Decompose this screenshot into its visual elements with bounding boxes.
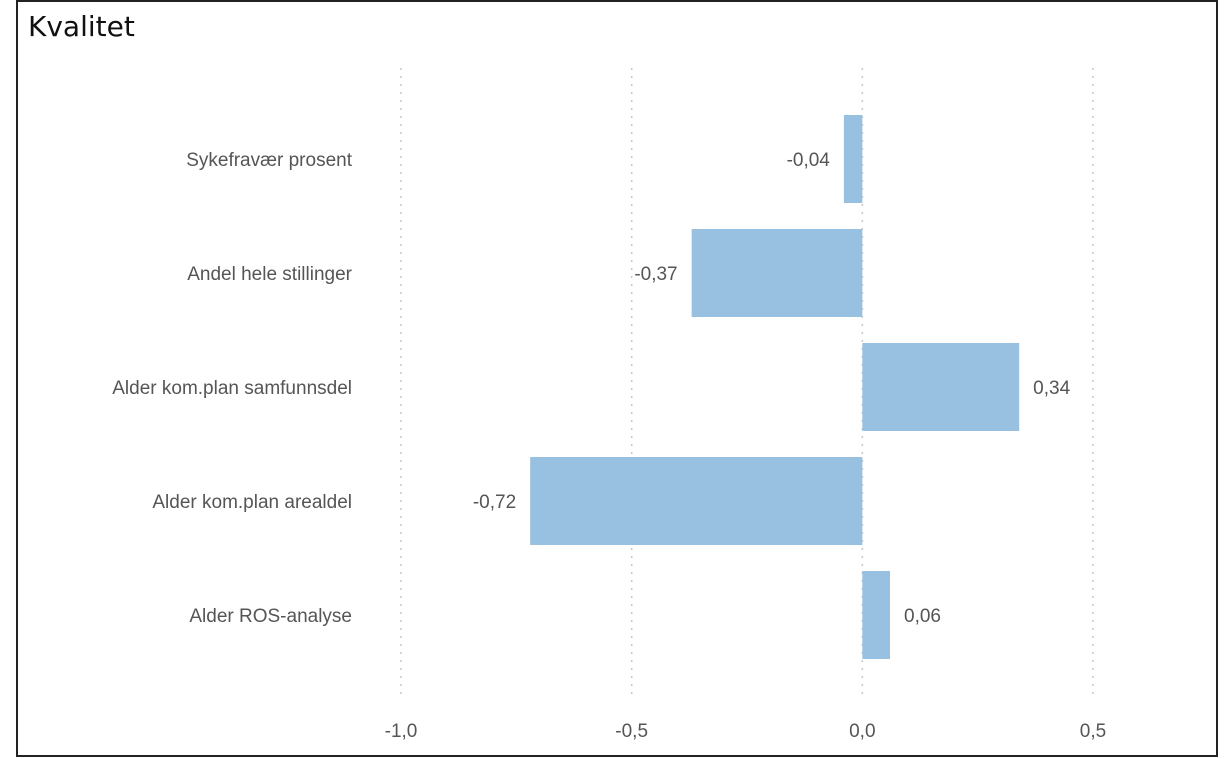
category-label: Alder kom.plan samfunnsdel [112,378,352,399]
x-tick-label: 0,0 [849,721,875,742]
bar[interactable] [862,571,891,659]
x-tick-label: 0,5 [1080,721,1106,742]
category-label: Andel hele stillinger [187,264,352,285]
data-label: -0,04 [787,150,831,171]
bar[interactable] [530,457,863,545]
data-label: 0,06 [904,606,941,627]
x-tick-label: -0,5 [615,721,648,742]
bar[interactable] [843,115,863,203]
category-label: Alder kom.plan arealdel [152,492,352,513]
data-label: -0,72 [473,492,516,513]
bar[interactable] [691,229,863,317]
bar[interactable] [862,343,1020,431]
category-label: Sykefravær prosent [186,150,353,171]
data-label: 0,34 [1033,378,1070,399]
x-tick-label: -1,0 [385,721,418,742]
category-label: Alder ROS-analyse [189,606,352,627]
chart-title: Kvalitet [28,10,135,43]
data-label: -0,37 [634,264,677,285]
